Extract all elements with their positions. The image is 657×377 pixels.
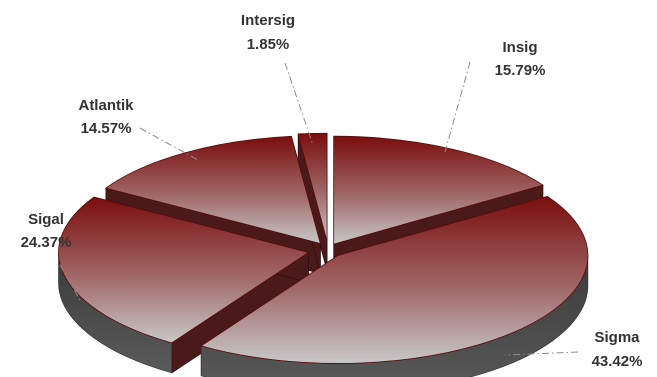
slice-label-sigal: Sigal [28, 211, 64, 228]
slice-labels: Insig 15.79% Sigma 43.42% Sigal 24.37% Atlanti… [21, 12, 643, 370]
leader-lines [59, 61, 579, 356]
pie-tops [58, 132, 589, 364]
leader-line-sigma [504, 351, 579, 356]
slice-label-atlantik: Atlantik [78, 97, 134, 114]
slice-label-sigma: Sigma [594, 329, 640, 346]
slice-value-atlantik: 14.57% [81, 120, 132, 137]
leader-line-insig [444, 61, 471, 153]
leader-line-atlantik [139, 127, 199, 161]
slice-label-intersig: Intersig [241, 12, 295, 29]
pie-slice-intersig [297, 132, 328, 242]
pie-slice-sigma [200, 195, 589, 364]
slice-value-sigal: 24.37% [21, 234, 72, 251]
pie-slice-sigal [58, 196, 310, 344]
slice-value-insig: 15.79% [495, 62, 546, 79]
leader-line-sigal [59, 264, 81, 301]
pie-slice-atlantik [104, 135, 321, 245]
slice-value-intersig: 1.85% [247, 36, 290, 53]
leader-line-intersig [284, 62, 314, 146]
slice-value-sigma: 43.42% [592, 353, 643, 370]
slice-label-insig: Insig [502, 39, 537, 56]
pie-slice-insig [333, 135, 544, 245]
